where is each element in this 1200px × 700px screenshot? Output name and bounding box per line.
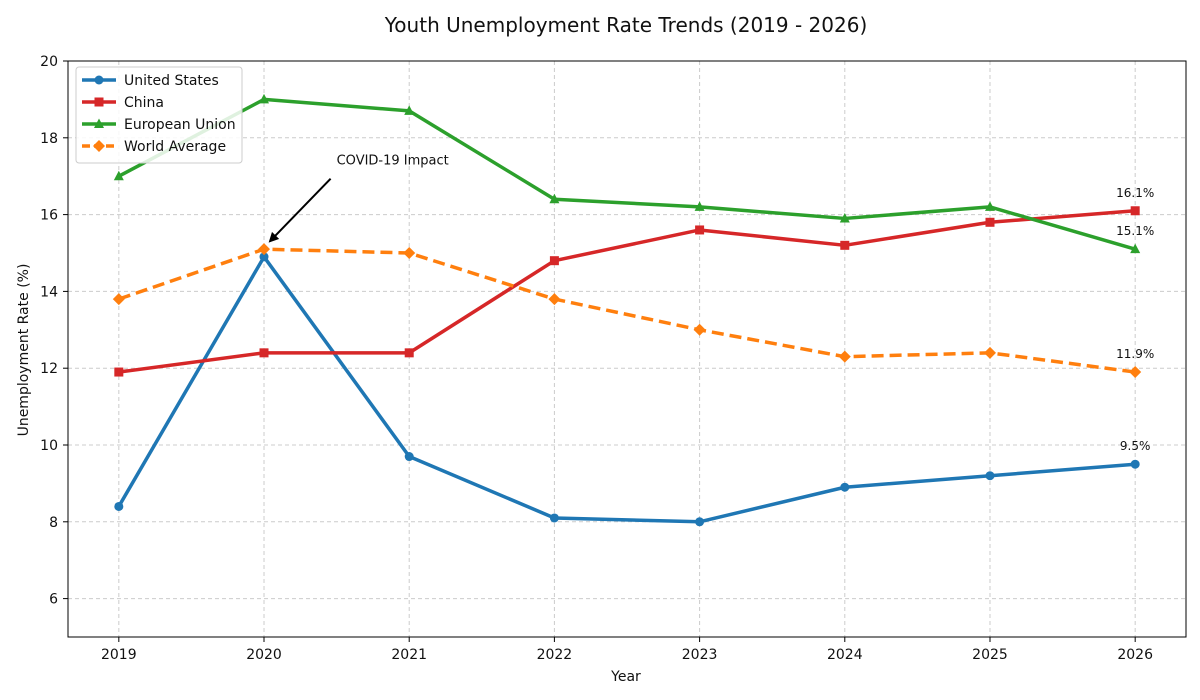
data-point-united-states [840,482,850,492]
data-point-european-union [694,201,705,211]
legend-label-china: China [124,95,164,111]
series-line-european-union [117,97,1136,251]
data-point-world-average [838,350,851,363]
data-point-european-union [839,212,850,223]
data-point-world-average [548,293,561,306]
legend-marker-china [94,97,104,107]
series-china [114,206,1140,377]
axes: 2019 2020 2021 2022 2023 2024 2025 2026 6 8 10 12 14… [40,54,1187,663]
data-point-united-states [114,501,124,511]
end-label-china: 16.1% [1116,186,1154,200]
data-point-european-union [549,193,560,204]
data-point-european-union [984,201,995,211]
series-line-world-average [118,247,1136,374]
chart-title: Youth Unemployment Rate Trends (2019 - 2… [384,13,868,37]
y-tick-label: 18 [40,131,58,147]
y-axis-label: Unemployment Rate (%) [16,264,32,437]
data-point-china [985,217,995,227]
data-point-european-union [259,93,270,104]
data-point-european-union [1130,243,1141,254]
legend-box [75,66,243,164]
x-tick-label: 2021 [391,647,427,663]
legend-label-united-states: United States [124,73,219,89]
x-tick-label: 2020 [246,647,282,663]
data-point-united-states [985,471,995,481]
annotation-text: COVID-19 Impact [337,154,449,169]
data-point-united-states [695,517,705,527]
data-point-china [114,367,124,377]
end-label-world-average: 11.9% [1116,347,1154,361]
series-line-united-states [117,255,1136,524]
data-point-world-average [403,247,416,259]
legend-marker-world-average [93,140,105,152]
data-point-united-states [549,513,559,523]
data-point-united-states [404,452,414,462]
data-point-european-union [113,170,124,181]
series-line-china [118,209,1136,374]
x-axis-label: Year [610,669,641,685]
data-point-china [549,256,559,266]
end-labels: 9.5% 16.1% 15.1% 11.9% [1116,186,1154,453]
data-point-china [1130,206,1140,216]
data-point-china [259,348,269,358]
data-point-united-states [1130,459,1140,469]
data-point-china [840,240,850,250]
x-tick-label: 2019 [101,647,137,663]
y-tick-label: 12 [40,361,58,377]
annotation-arrow [268,177,332,243]
series-united-states [114,252,1140,527]
x-tick-label: 2023 [682,647,718,663]
x-tick-label: 2022 [537,647,573,663]
y-tick-label: 16 [40,208,58,224]
x-tick-label: 2024 [827,647,863,663]
legend-label-european-union: European Union [124,117,236,133]
y-tick-label: 20 [40,54,58,70]
legend-label-world-average: World Average [124,139,226,155]
data-point-china [695,225,705,235]
data-point-world-average [693,323,706,336]
data-point-world-average [258,243,271,256]
data-point-european-union [404,105,415,115]
data-point-united-states [259,252,269,262]
series-world-average [112,243,1142,379]
x-tick-label: 2025 [972,647,1008,663]
x-tick-label: 2026 [1117,647,1153,663]
y-tick-label: 6 [49,592,58,608]
plot-frame [67,60,1187,638]
data-point-china [404,348,414,358]
legend-marker-united-states [94,75,104,85]
y-tick-label: 14 [40,284,58,300]
data-point-world-average [983,346,996,359]
legend: United States China European Union World Av… [75,66,243,164]
y-tick-label: 10 [40,438,58,454]
legend-marker-european-union [94,118,104,128]
end-label-european-union: 15.1% [1116,224,1154,238]
annotations: COVID-19 Impact [268,154,449,243]
series-group [112,93,1142,527]
series-european-union [113,93,1141,254]
end-label-united-states: 9.5% [1120,439,1151,453]
data-point-world-average [112,293,125,306]
y-tick-label: 8 [49,515,58,531]
data-point-world-average [1129,366,1142,379]
